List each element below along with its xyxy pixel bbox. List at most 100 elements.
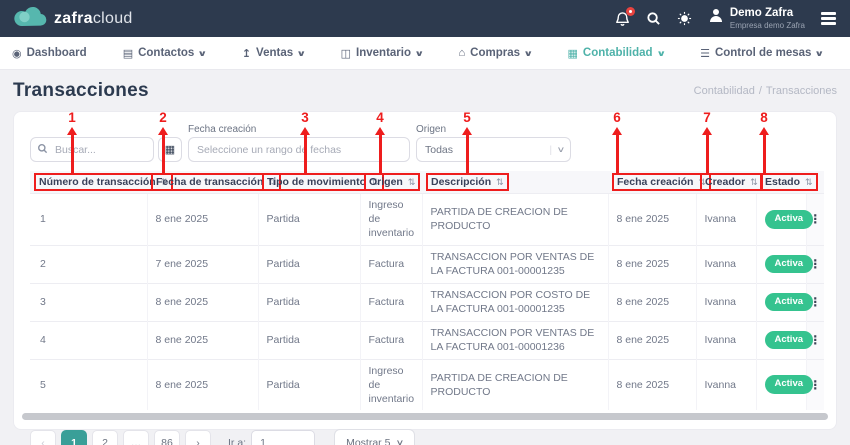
transactions-card: ▦ Fecha creación Origen Todas | ∨	[13, 111, 837, 445]
cell-creador: Ivanna	[695, 320, 756, 360]
chevron-down-icon: ∨	[197, 48, 208, 58]
brand-name: zafracloud	[54, 10, 133, 28]
row-actions-menu-icon[interactable]: ⋮	[809, 377, 822, 392]
nav-item-control-de-mesas[interactable]: ☰ Control de mesas ∨	[700, 47, 825, 60]
cell-origen: Ingreso de inventario	[359, 193, 422, 246]
inventory-icon: ◫	[340, 47, 352, 60]
horizontal-scrollbar[interactable]	[22, 413, 828, 421]
row-actions-menu-icon[interactable]: ⋮	[809, 256, 822, 271]
cell-numero: 3	[30, 282, 147, 322]
column-header-fecha-transaccion[interactable]: Fecha de transacción ⇅	[147, 171, 281, 194]
cell-estado: Activa	[755, 320, 814, 360]
cell-estado: Activa	[755, 282, 814, 322]
page-button-2[interactable]: 2	[92, 429, 118, 445]
cell-creador: Ivanna	[695, 193, 756, 246]
user-company: Empresa demo Zafra	[729, 20, 805, 30]
origen-select[interactable]: Todas | ∨	[416, 137, 571, 162]
cell-actions: ⋮	[805, 244, 824, 284]
nav-label: Compras	[470, 47, 521, 59]
page-ellipsis: …	[123, 429, 149, 445]
cell-origen: Factura	[359, 244, 422, 284]
cloud-logo-icon	[14, 5, 48, 32]
fecha-creacion-label: Fecha creación	[188, 124, 257, 135]
table-header-row: Número de transacción ⇅ Fecha de transacc…	[30, 171, 824, 194]
column-header-tipo-movimiento[interactable]: Tipo de movimiento ⇅	[258, 171, 384, 194]
cell-origen: Ingreso de inventario	[359, 358, 422, 411]
theme-sun-icon[interactable]	[677, 11, 692, 26]
date-range-input[interactable]	[188, 137, 410, 162]
purchases-store-icon: ⌂	[458, 47, 466, 59]
nav-label: Inventario	[356, 47, 411, 59]
page-size-dropdown[interactable]: Mostrar 5 ∨	[334, 429, 416, 445]
brand-name-light: cloud	[92, 9, 133, 27]
status-badge: Activa	[764, 292, 814, 312]
hamburger-menu-icon[interactable]	[821, 12, 836, 25]
column-label: Fecha de transacción	[156, 176, 264, 188]
column-label: Estado	[765, 176, 801, 188]
page-button-1[interactable]: 1	[61, 429, 87, 445]
goto-page-input[interactable]	[251, 429, 316, 445]
contacts-card-icon: ▤	[122, 47, 134, 60]
nav-item-inventario[interactable]: ◫ Inventario ∨	[340, 47, 425, 60]
column-header-descripcion[interactable]: Descripción ⇅	[422, 171, 608, 194]
dashboard-icon: ◉	[12, 47, 22, 60]
prev-page-button[interactable]: ‹	[30, 429, 56, 445]
column-label: Número de transacción	[39, 176, 156, 188]
sales-icon: ↥	[241, 47, 252, 60]
table-row: 1 8 ene 2025 Partida Ingreso de inventar…	[30, 193, 824, 246]
sort-icon: ⇅	[370, 176, 379, 187]
chevron-down-icon: ∨	[523, 48, 534, 58]
row-actions-menu-icon[interactable]: ⋮	[809, 294, 822, 309]
columns-toggle-button[interactable]: ▦	[158, 137, 182, 162]
cell-descripcion: PARTIDA DE CREACION DE PRODUCTO	[421, 193, 608, 246]
cell-tipo: Partida	[257, 282, 360, 322]
user-menu[interactable]: Demo Zafra Empresa demo Zafra	[708, 7, 805, 30]
row-actions-menu-icon[interactable]: ⋮	[809, 212, 822, 227]
brand-name-bold: zafra	[54, 9, 93, 27]
search-icon[interactable]	[646, 11, 661, 26]
cell-creador: Ivanna	[695, 244, 756, 284]
column-label: Fecha creación	[617, 176, 694, 188]
nav-item-contabilidad[interactable]: ▦ Contabilidad ∨	[568, 47, 666, 60]
nav-item-contactos[interactable]: ▤ Contactos ∨	[122, 47, 208, 60]
search-input[interactable]	[30, 137, 154, 162]
cell-tipo: Partida	[257, 193, 360, 246]
column-header-origen[interactable]: Origen ⇅	[360, 171, 422, 194]
breadcrumb: Contabilidad / Transacciones	[694, 85, 837, 97]
sort-icon: ⇅	[160, 176, 169, 187]
nav-label: Ventas	[256, 47, 294, 59]
cell-fecha-transaccion: 8 ene 2025	[146, 320, 258, 360]
origen-filter: Origen Todas | ∨	[416, 124, 571, 162]
column-header-fecha-creacion[interactable]: Fecha creación ⇅	[608, 171, 711, 194]
column-header-numero[interactable]: Número de transacción ⇅	[30, 171, 174, 194]
main-navigation: ◉ Dashboard ▤ Contactos ∨ ↥ Ventas ∨ ◫ I…	[0, 37, 850, 70]
cell-origen: Factura	[359, 282, 422, 322]
column-label: Creador	[705, 176, 746, 188]
select-divider: |	[549, 143, 553, 156]
sort-icon: ⇅	[268, 176, 276, 187]
nav-label: Contabilidad	[582, 47, 653, 59]
nav-item-dashboard[interactable]: ◉ Dashboard	[12, 47, 87, 60]
row-actions-menu-icon[interactable]: ⋮	[809, 332, 822, 347]
sort-icon: ⇅	[698, 176, 706, 187]
pagination: ‹ 1 2 … 86 › Ir a: Mostrar 5 ∨	[30, 429, 820, 445]
sort-icon: ⇅	[805, 176, 813, 187]
next-page-button[interactable]: ›	[185, 429, 211, 445]
cell-numero: 2	[30, 244, 147, 284]
cell-tipo: Partida	[257, 358, 360, 411]
transactions-table: Número de transacción ⇅ Fecha de transacc…	[30, 171, 824, 411]
page-button-86[interactable]: 86	[154, 429, 180, 445]
nav-item-compras[interactable]: ⌂ Compras ∨	[458, 47, 534, 59]
nav-item-ventas[interactable]: ↥ Ventas ∨	[241, 47, 306, 60]
cell-fecha-transaccion: 8 ene 2025	[146, 282, 258, 322]
column-header-creador[interactable]: Creador ⇅	[696, 171, 763, 194]
notification-badge	[625, 6, 635, 16]
brand-logo: zafracloud	[14, 5, 133, 32]
cell-descripcion: TRANSACCION POR COSTO DE LA FACTURA 001-…	[421, 282, 608, 322]
column-header-estado[interactable]: Estado ⇅	[756, 171, 818, 194]
column-label: Tipo de movimiento	[267, 176, 366, 188]
breadcrumb-parent[interactable]: Contabilidad	[693, 85, 755, 97]
notifications-bell-icon[interactable]	[615, 6, 635, 27]
origen-selected-value: Todas	[425, 143, 454, 156]
chevron-down-icon: ∨	[814, 48, 825, 58]
